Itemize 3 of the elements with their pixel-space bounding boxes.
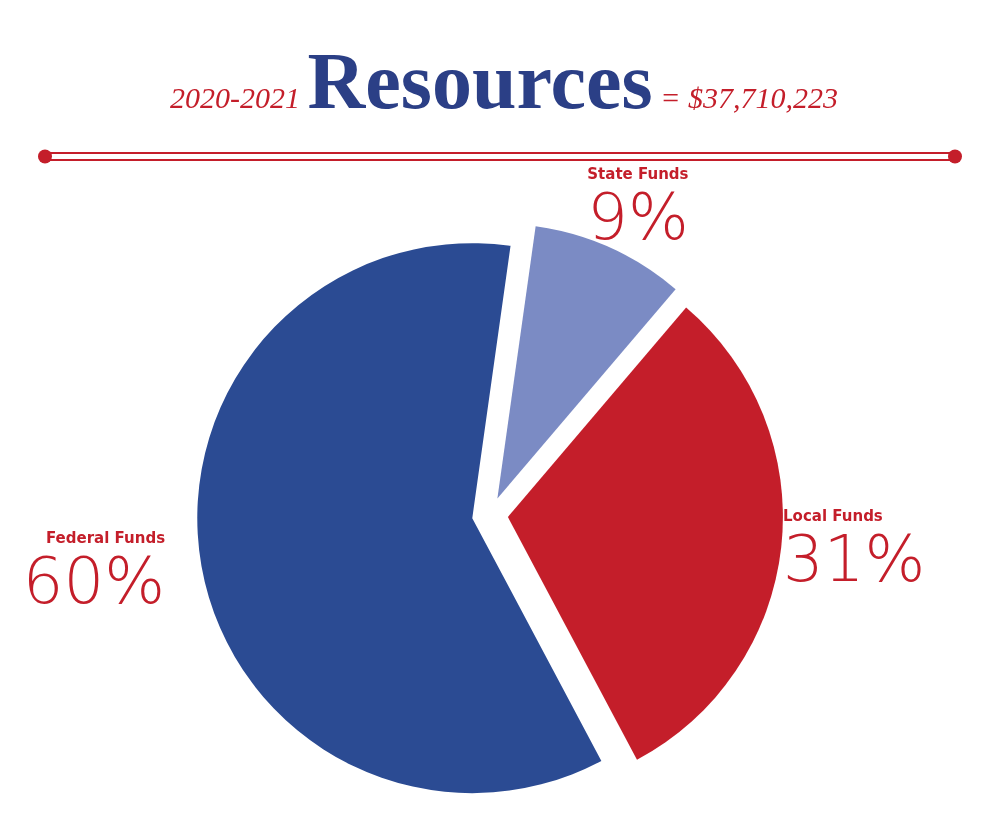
chart-title: Resources	[307, 37, 653, 125]
text: = $37,710,223	[652, 81, 838, 114]
chart-subtitle: 2020-2021	[170, 81, 308, 114]
